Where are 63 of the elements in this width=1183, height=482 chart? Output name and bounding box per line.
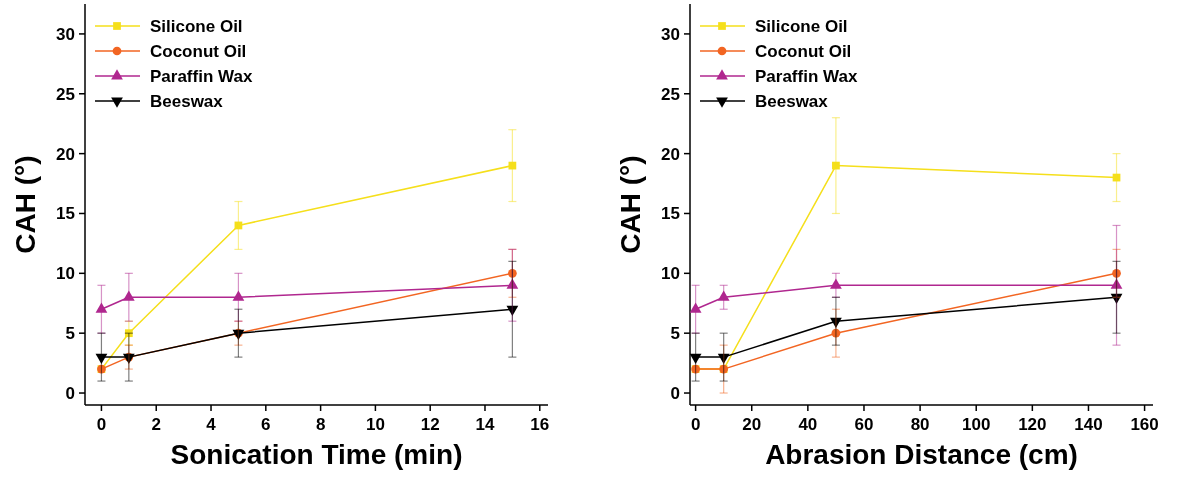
point bbox=[95, 353, 108, 364]
point bbox=[689, 302, 702, 313]
point bbox=[508, 268, 517, 278]
point bbox=[832, 161, 840, 170]
x-tick-label: 60 bbox=[854, 415, 874, 434]
x-tick-label: 14 bbox=[475, 415, 495, 434]
legend-label: Silicone Oil bbox=[150, 17, 243, 36]
x-tick-label: 12 bbox=[420, 415, 440, 434]
legend-label: Coconut Oil bbox=[150, 42, 247, 61]
y-tick-label: 20 bbox=[56, 144, 75, 164]
x-tick-label: 80 bbox=[910, 415, 930, 434]
x-tick-label: 10 bbox=[365, 415, 385, 434]
x-tick-label: 16 bbox=[530, 415, 550, 434]
point bbox=[830, 278, 842, 289]
y-axis-title: CAH (°) bbox=[10, 155, 41, 254]
legend-label: Beeswax bbox=[150, 92, 224, 111]
legend-label: Paraffin Wax bbox=[150, 67, 253, 86]
x-tick-label: 2 bbox=[151, 415, 161, 434]
y-tick-label: 15 bbox=[56, 204, 75, 224]
point bbox=[95, 302, 108, 313]
y-tick-label: 25 bbox=[661, 84, 680, 104]
x-tick-label: 40 bbox=[798, 415, 818, 434]
x-axis-title: Sonication Time (min) bbox=[170, 439, 463, 470]
legend-label: Coconut Oil bbox=[755, 42, 852, 61]
y-tick-label: 30 bbox=[661, 24, 680, 44]
y-tick-label: 0 bbox=[65, 384, 75, 404]
point bbox=[1110, 293, 1123, 305]
point bbox=[689, 353, 702, 364]
y-tick-label: 5 bbox=[65, 324, 75, 344]
y-tick-label: 5 bbox=[670, 324, 680, 344]
x-tick-label: 100 bbox=[962, 415, 991, 434]
y-axis-title: CAH (°) bbox=[615, 155, 646, 254]
x-tick-label: 0 bbox=[690, 415, 701, 434]
x-axis-title: Abrasion Distance (cm) bbox=[765, 439, 1078, 470]
point bbox=[122, 290, 135, 301]
legend-label: Silicone Oil bbox=[755, 17, 848, 36]
x-tick-label: 120 bbox=[1018, 415, 1047, 434]
point bbox=[506, 305, 519, 317]
y-tick-label: 25 bbox=[56, 84, 75, 104]
x-tick-label: 8 bbox=[315, 415, 326, 434]
legend-label: Beeswax bbox=[755, 92, 829, 111]
legend-label: Paraffin Wax bbox=[755, 67, 858, 86]
point bbox=[830, 317, 842, 328]
y-tick-label: 10 bbox=[56, 264, 75, 284]
point bbox=[1110, 278, 1123, 289]
point bbox=[506, 278, 519, 289]
x-tick-label: 140 bbox=[1074, 415, 1103, 434]
y-tick-label: 10 bbox=[661, 264, 680, 284]
point bbox=[232, 290, 245, 301]
y-tick-label: 30 bbox=[56, 24, 75, 44]
x-tick-label: 4 bbox=[206, 415, 217, 434]
point bbox=[831, 328, 841, 338]
point bbox=[717, 353, 730, 364]
y-tick-label: 20 bbox=[661, 144, 680, 164]
x-tick-label: 20 bbox=[742, 415, 762, 434]
point bbox=[1112, 268, 1121, 278]
x-tick-label: 0 bbox=[96, 415, 107, 434]
y-tick-label: 15 bbox=[661, 204, 680, 224]
y-tick-label: 0 bbox=[670, 384, 680, 404]
point bbox=[124, 329, 133, 338]
point bbox=[717, 290, 730, 301]
x-tick-label: 6 bbox=[261, 415, 271, 434]
x-tick-label: 160 bbox=[1130, 415, 1159, 434]
